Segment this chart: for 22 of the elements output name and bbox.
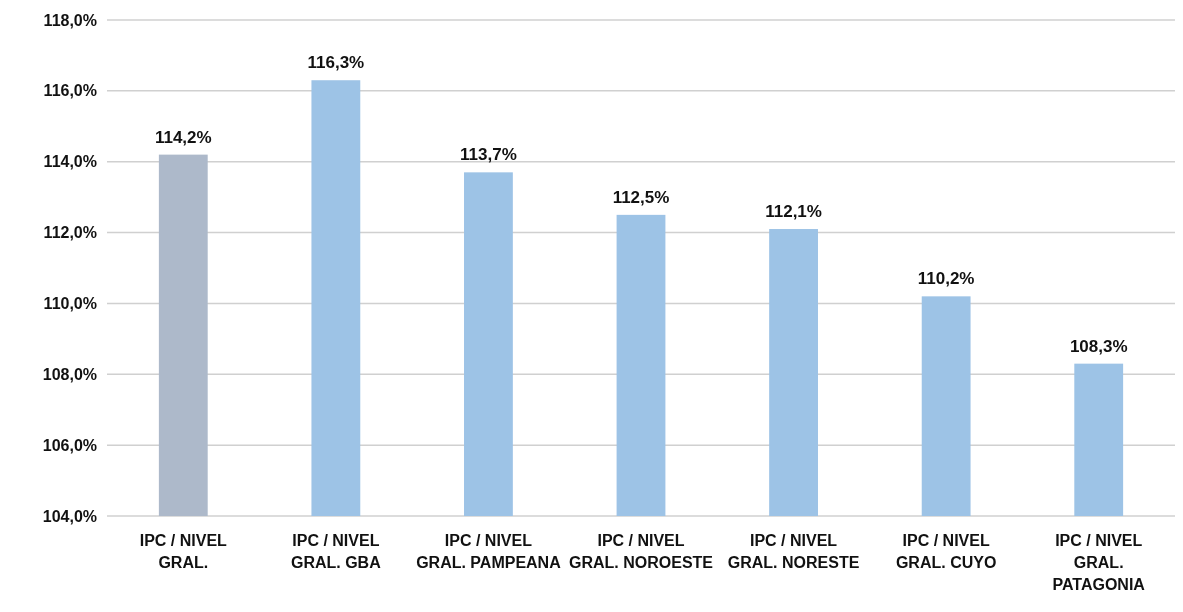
data-label: 113,7%	[460, 145, 517, 165]
y-tick-label: 110,0%	[43, 295, 97, 313]
data-label: 116,3%	[307, 53, 365, 73]
x-tick-label: IPC / NIVEL GRAL. CUYO	[895, 532, 997, 571]
y-tick-label: 106,0%	[42, 436, 97, 454]
y-tick-label: 112,0%	[43, 224, 97, 242]
y-tick-label: 114,0%	[43, 153, 97, 171]
data-label: 110,2%	[917, 269, 975, 289]
y-tick-label: 108,0%	[42, 365, 97, 383]
x-tick-label: IPC / NIVEL GRAL.	[139, 532, 228, 571]
y-tick-label: 104,0%	[42, 507, 97, 525]
data-label: 108,3%	[1069, 336, 1128, 356]
data-label: 112,1%	[765, 202, 822, 222]
y-tick-label: 118,0%	[43, 11, 97, 29]
data-label: 114,2%	[154, 127, 212, 147]
x-tick-label: IPC / NIVEL GRAL. PAMPEANA	[416, 532, 562, 571]
x-tick-label: IPC / NIVEL GRAL. NOROESTE	[568, 532, 714, 571]
x-tick-label: IPC / NIVEL GRAL. PATAGONIA	[1052, 532, 1146, 593]
data-label: 112,5%	[612, 187, 670, 207]
x-tick-label: IPC / NIVEL GRAL. NORESTE	[727, 532, 860, 571]
y-tick-label: 116,0%	[43, 82, 97, 100]
x-tick-label: IPC / NIVEL GRAL. GBA	[290, 532, 382, 571]
